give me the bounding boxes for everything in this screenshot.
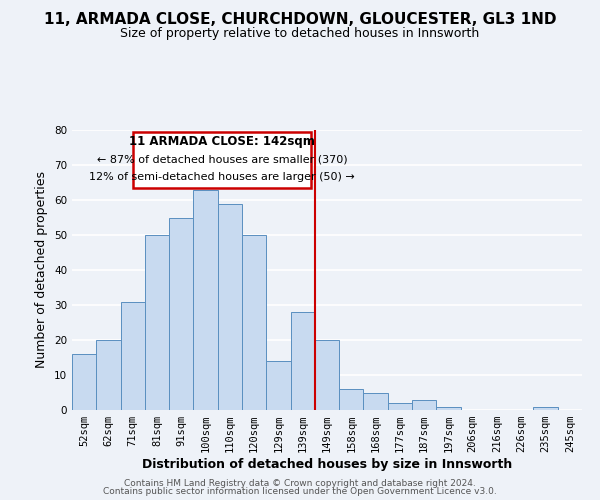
- X-axis label: Distribution of detached houses by size in Innsworth: Distribution of detached houses by size …: [142, 458, 512, 471]
- Bar: [193, 190, 218, 410]
- Bar: [388, 403, 412, 410]
- Text: Contains HM Land Registry data © Crown copyright and database right 2024.: Contains HM Land Registry data © Crown c…: [124, 478, 476, 488]
- Bar: [266, 361, 290, 410]
- Text: 12% of semi-detached houses are larger (50) →: 12% of semi-detached houses are larger (…: [89, 172, 355, 182]
- Bar: [145, 235, 169, 410]
- Bar: [242, 235, 266, 410]
- Bar: [533, 406, 558, 410]
- Bar: [436, 406, 461, 410]
- Bar: [290, 312, 315, 410]
- Bar: [169, 218, 193, 410]
- Text: Contains public sector information licensed under the Open Government Licence v3: Contains public sector information licen…: [103, 487, 497, 496]
- Bar: [339, 389, 364, 410]
- Bar: [364, 392, 388, 410]
- Bar: [412, 400, 436, 410]
- Text: 11 ARMADA CLOSE: 142sqm: 11 ARMADA CLOSE: 142sqm: [129, 135, 315, 148]
- Bar: [72, 354, 96, 410]
- Text: 11, ARMADA CLOSE, CHURCHDOWN, GLOUCESTER, GL3 1ND: 11, ARMADA CLOSE, CHURCHDOWN, GLOUCESTER…: [44, 12, 556, 28]
- Bar: [218, 204, 242, 410]
- Text: ← 87% of detached houses are smaller (370): ← 87% of detached houses are smaller (37…: [97, 154, 347, 164]
- Y-axis label: Number of detached properties: Number of detached properties: [35, 172, 49, 368]
- Bar: [315, 340, 339, 410]
- FancyBboxPatch shape: [133, 132, 311, 188]
- Text: Size of property relative to detached houses in Innsworth: Size of property relative to detached ho…: [121, 28, 479, 40]
- Bar: [96, 340, 121, 410]
- Bar: [121, 302, 145, 410]
